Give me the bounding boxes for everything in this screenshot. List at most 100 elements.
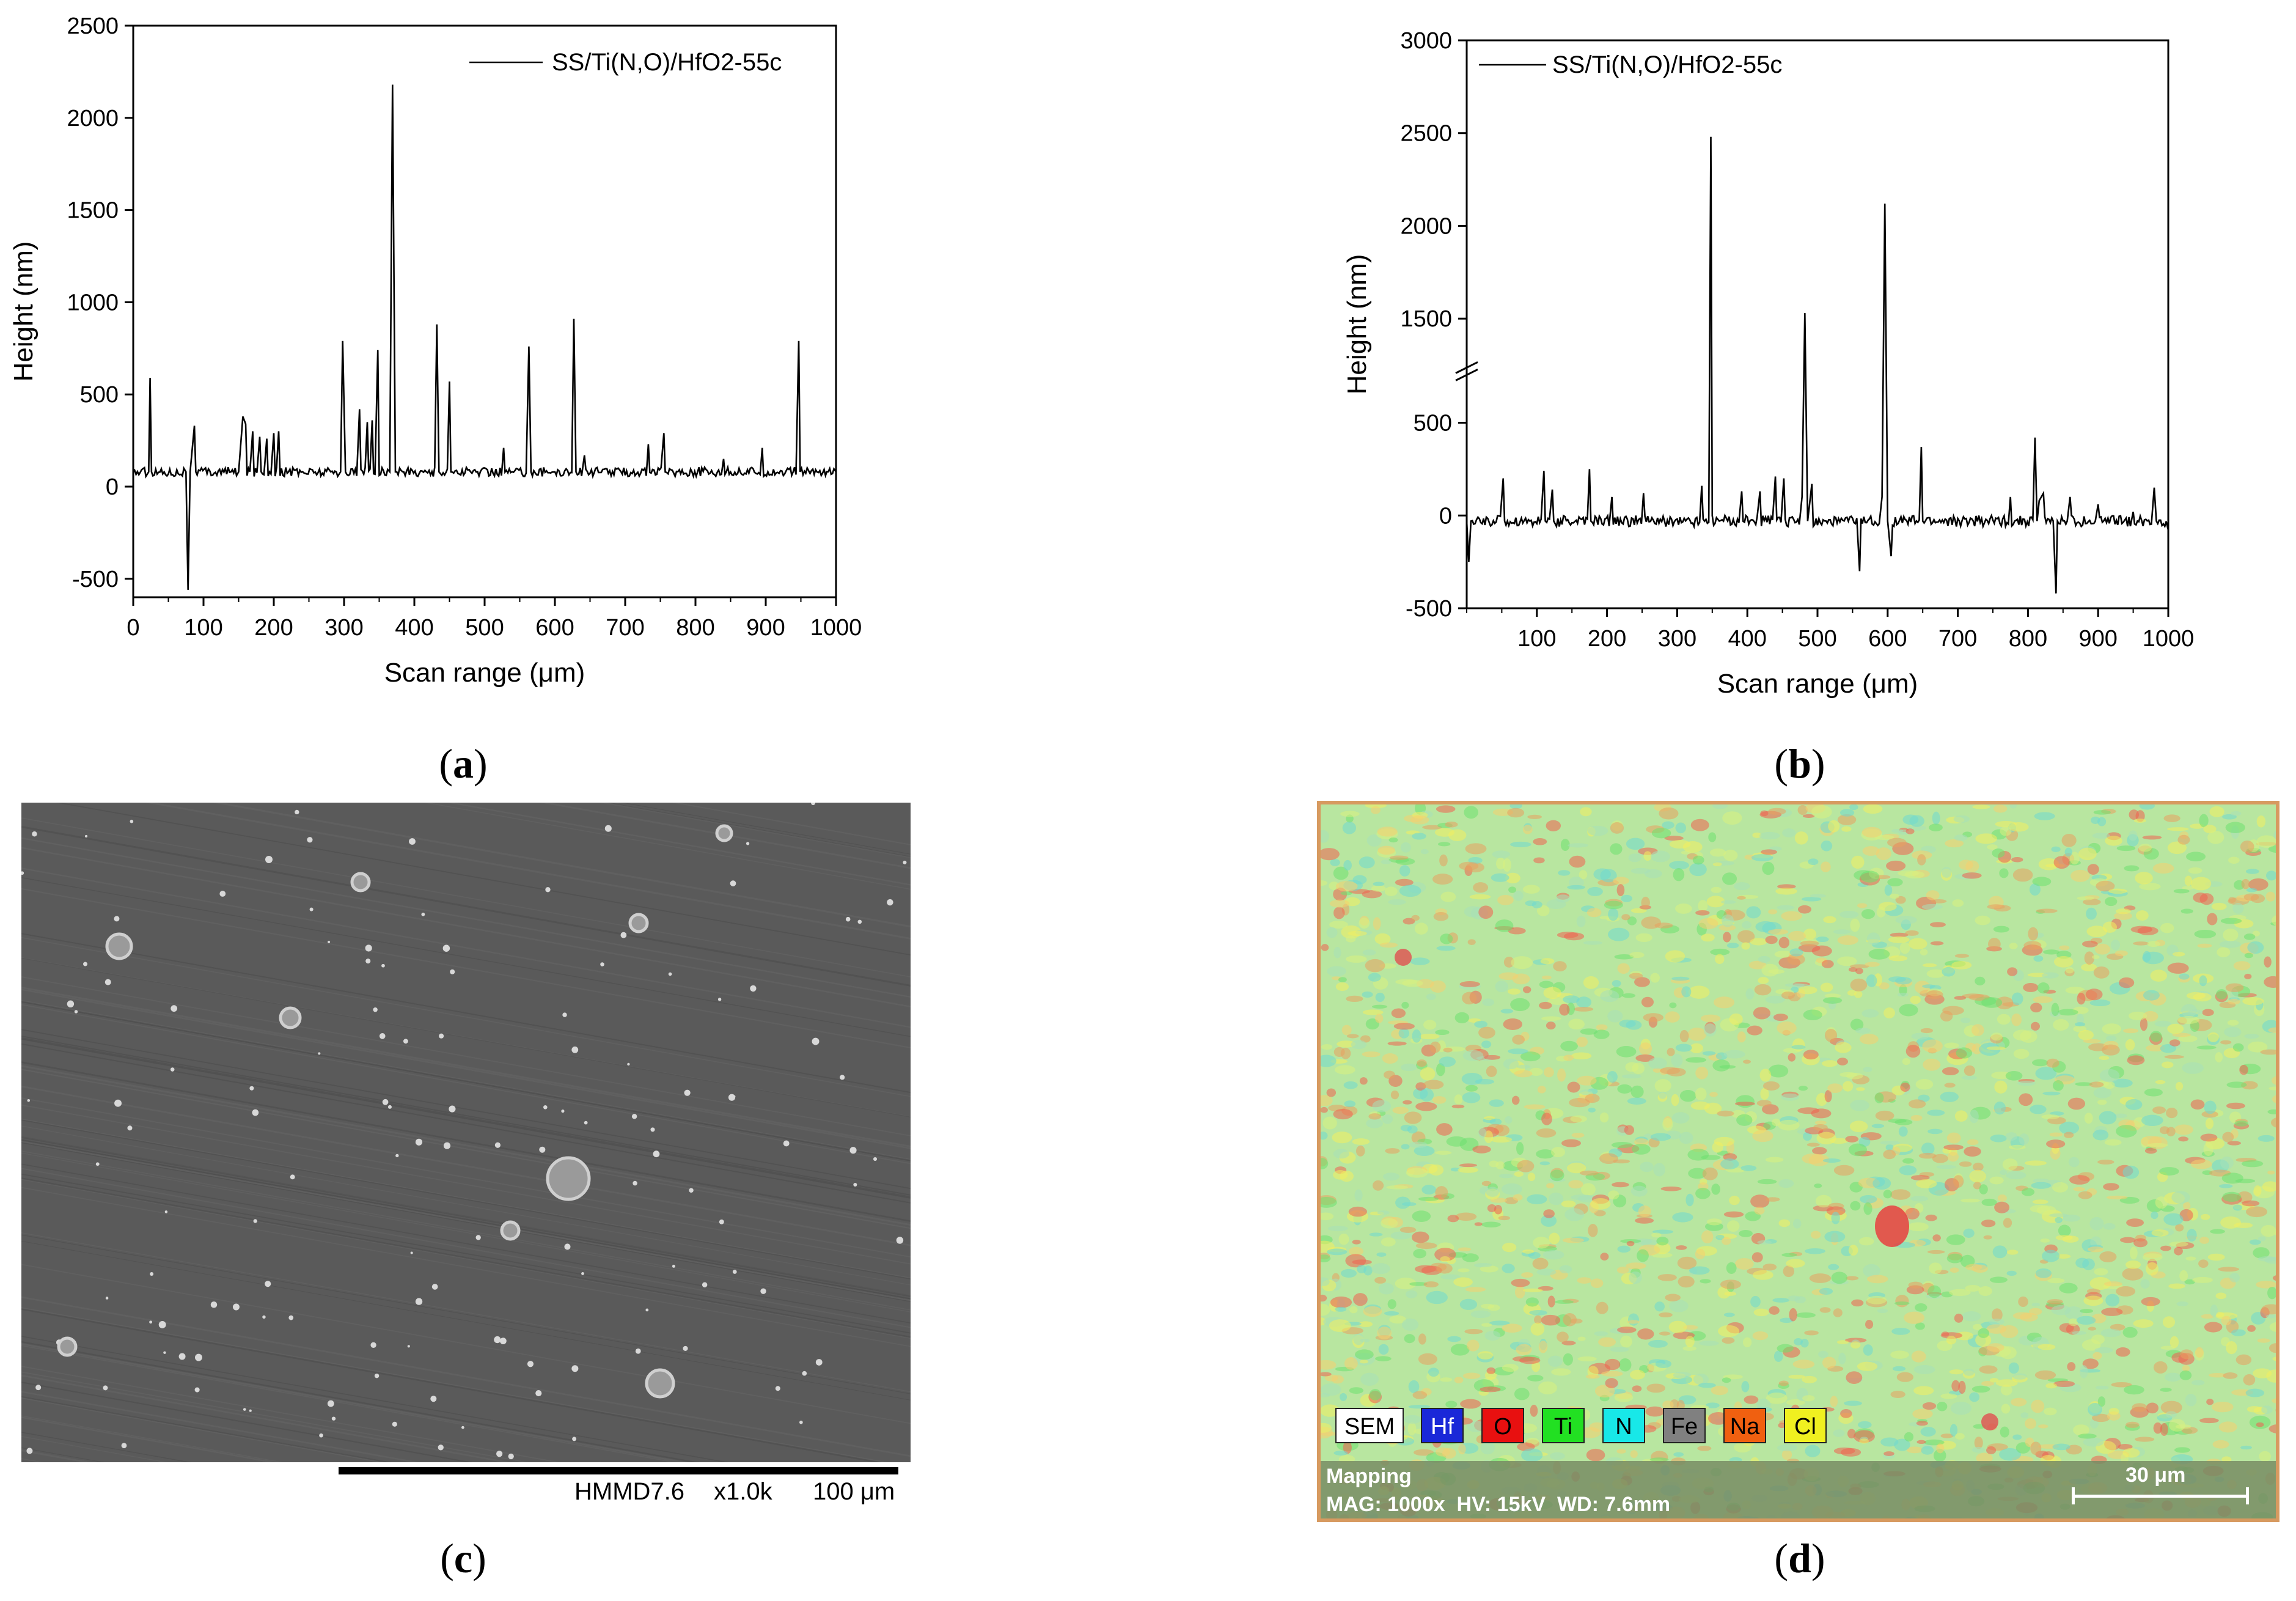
element-cluster [1502, 1323, 1522, 1333]
element-cluster [1762, 1264, 1777, 1271]
element-cluster [1338, 977, 1347, 982]
element-cluster [1559, 1003, 1570, 1016]
element-cluster [2043, 949, 2060, 955]
element-cluster [1495, 981, 1508, 993]
element-cluster [1492, 850, 1511, 858]
element-cluster [1816, 1132, 1836, 1145]
element-cluster [1681, 986, 1692, 998]
element-cluster [1650, 1133, 1671, 1141]
polish-scratch [602, 803, 911, 858]
element-cluster [1858, 1421, 1872, 1429]
element-cluster [1335, 881, 1358, 892]
element-cluster [1616, 1266, 1629, 1274]
element-cluster [2233, 961, 2251, 971]
element-cluster [2089, 999, 2111, 1006]
element-cluster [1498, 1174, 1513, 1179]
element-cluster [2278, 1058, 2279, 1070]
element-cluster [2175, 1081, 2184, 1091]
element-cluster [1895, 1295, 1909, 1308]
element-cluster [1579, 1170, 1599, 1176]
element-cluster [1973, 1323, 1982, 1330]
polish-scratch [446, 803, 911, 886]
element-cluster [1536, 1149, 1555, 1159]
polish-scratch [21, 1061, 911, 1222]
element-cluster [2073, 1187, 2085, 1191]
element-cluster [1866, 1295, 1887, 1305]
element-cluster [1384, 1311, 1399, 1316]
polish-scratch [21, 837, 911, 998]
element-cluster [2030, 1204, 2050, 1213]
element-cluster [1778, 1119, 1800, 1131]
element-cluster [1349, 1306, 1358, 1314]
element-cluster [2042, 1250, 2060, 1262]
element-cluster [1845, 1135, 1859, 1143]
element-cluster [1671, 1054, 1683, 1067]
element-cluster [1990, 1032, 2003, 1041]
element-cluster [1753, 1308, 1769, 1317]
element-cluster [1522, 885, 1540, 894]
element-cluster [2194, 929, 2217, 938]
element-cluster [1531, 901, 1542, 908]
element-cluster [2253, 1185, 2262, 1196]
element-cluster [1954, 1313, 1964, 1323]
element-cluster [2033, 955, 2044, 962]
element-cluster [2083, 1295, 2103, 1306]
element-cluster [1344, 1357, 1358, 1370]
element-cluster [1654, 1079, 1671, 1092]
element-cluster [1780, 1093, 1800, 1101]
element-cluster [2276, 1223, 2279, 1235]
element-cluster [1993, 1101, 2006, 1115]
element-cluster [1435, 1150, 1452, 1155]
element-cluster [2199, 975, 2207, 987]
element-cluster [1381, 1237, 1396, 1247]
element-cluster [1348, 930, 1367, 937]
element-cluster [1588, 1224, 1598, 1237]
element-cluster [1387, 1041, 1407, 1046]
element-cluster [1899, 1004, 1918, 1017]
polish-scratch [21, 1416, 315, 1469]
element-cluster [1697, 1445, 1712, 1451]
element-cluster [1640, 1161, 1654, 1172]
element-cluster [2143, 1010, 2158, 1022]
element-cluster [1908, 938, 1927, 950]
element-cluster [2102, 1044, 2120, 1056]
element-cluster [1891, 1328, 1910, 1335]
element-cluster [1510, 841, 1531, 848]
element-cluster [1722, 1337, 1735, 1344]
element-cluster [1329, 899, 1350, 908]
element-cluster [2023, 941, 2042, 951]
element-cluster [1567, 885, 1585, 890]
element-cluster [2246, 888, 2257, 893]
element-cluster [2257, 1256, 2276, 1262]
element-cluster [1418, 1353, 1437, 1365]
element-cluster [1436, 805, 1456, 813]
x-tick-label: 700 [1938, 626, 1977, 652]
element-cluster [2037, 1344, 2056, 1350]
element-cluster [2206, 1399, 2214, 1405]
element-cluster [1887, 878, 1903, 886]
element-cluster [1459, 1298, 1478, 1310]
element-cluster [1916, 1421, 1928, 1426]
element-cluster [1940, 1010, 1953, 1022]
element-cluster [2265, 891, 2276, 902]
element-cluster [1700, 1279, 1711, 1284]
element-cluster [2270, 1117, 2276, 1128]
polish-scratch [21, 1104, 911, 1265]
element-cluster [1942, 1067, 1959, 1075]
element-cluster [1800, 940, 1819, 947]
polish-scratch [21, 1004, 911, 1165]
polish-scratch [21, 1136, 911, 1297]
element-cluster [1653, 1163, 1665, 1177]
element-cluster [1473, 1263, 1492, 1268]
element-cluster [1677, 1256, 1697, 1270]
element-cluster [1712, 1141, 1723, 1153]
element-cluster [1712, 804, 1728, 809]
element-cluster [1920, 1427, 1936, 1437]
element-cluster [1921, 904, 1943, 910]
element-cluster [1378, 1344, 1389, 1355]
element-cluster [1745, 988, 1755, 1000]
element-cluster [1617, 963, 1630, 974]
element-cluster [2180, 1004, 2197, 1018]
element-cluster [1900, 1082, 1910, 1092]
element-cluster [2199, 1418, 2219, 1424]
